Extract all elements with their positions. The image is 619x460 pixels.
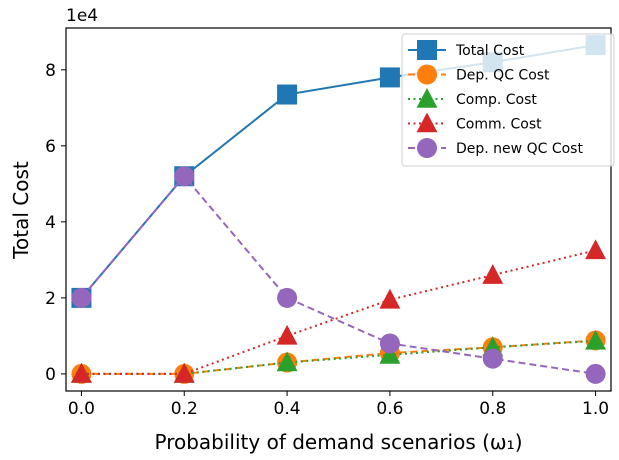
x-tick-label: 0.6 <box>376 399 403 419</box>
legend-label-comm-cost: Comm. Cost <box>456 117 542 133</box>
data-point-dep-new-qc-cost <box>380 333 400 353</box>
data-point-dep-new-qc-cost <box>174 166 194 186</box>
y-tick-label: 6 <box>45 137 56 157</box>
series-dep-new-qc-cost <box>71 166 605 384</box>
series-line-dep-qc-cost <box>81 340 595 373</box>
data-point-dep-new-qc-cost <box>277 288 297 308</box>
data-point-dep-new-qc-cost <box>483 349 503 369</box>
x-tick-label: 0.8 <box>479 399 506 419</box>
series-comm-cost <box>71 239 606 382</box>
legend-marker-dep-qc-cost <box>417 65 437 85</box>
x-axis-ticks: 0.0 0.2 0.4 0.6 0.8 1.0 <box>68 391 609 419</box>
legend: Total Cost Dep. QC Cost Comp. Cost Comm. Co… <box>402 34 614 166</box>
data-point-total-cost <box>380 67 400 87</box>
data-point-dep-new-qc-cost <box>71 288 91 308</box>
legend-label-dep-new-qc-cost: Dep. new QC Cost <box>456 141 583 157</box>
y-tick-label: 8 <box>45 61 56 81</box>
legend-marker-total-cost <box>417 40 437 60</box>
y-axis-ticks: 0 2 4 6 8 <box>45 61 66 385</box>
legend-label-total-cost: Total Cost <box>455 43 525 59</box>
x-axis-label: Probability of demand scenarios (ω₁) <box>155 430 523 454</box>
data-point-dep-new-qc-cost <box>586 364 606 384</box>
data-point-comm-cost <box>379 289 400 309</box>
series-dep-qc-cost <box>71 330 605 383</box>
y-multiplier: 1e4 <box>66 6 98 26</box>
legend-label-comp-cost: Comp. Cost <box>456 92 537 108</box>
x-tick-label: 0.0 <box>68 399 95 419</box>
y-tick-label: 4 <box>45 213 56 233</box>
x-tick-label: 0.4 <box>274 399 301 419</box>
x-tick-label: 0.2 <box>171 399 198 419</box>
legend-label-dep-qc-cost: Dep. QC Cost <box>456 68 550 84</box>
x-tick-label: 1.0 <box>582 399 609 419</box>
y-axis-label: Total Cost <box>9 161 33 260</box>
y-tick-label: 0 <box>45 365 56 385</box>
y-tick-label: 2 <box>45 289 56 309</box>
series-line-comm-cost <box>81 250 595 374</box>
legend-marker-dep-new-qc-cost <box>417 138 437 158</box>
data-point-total-cost <box>277 85 297 105</box>
data-point-comm-cost <box>585 239 606 259</box>
data-point-comm-cost <box>277 325 298 345</box>
